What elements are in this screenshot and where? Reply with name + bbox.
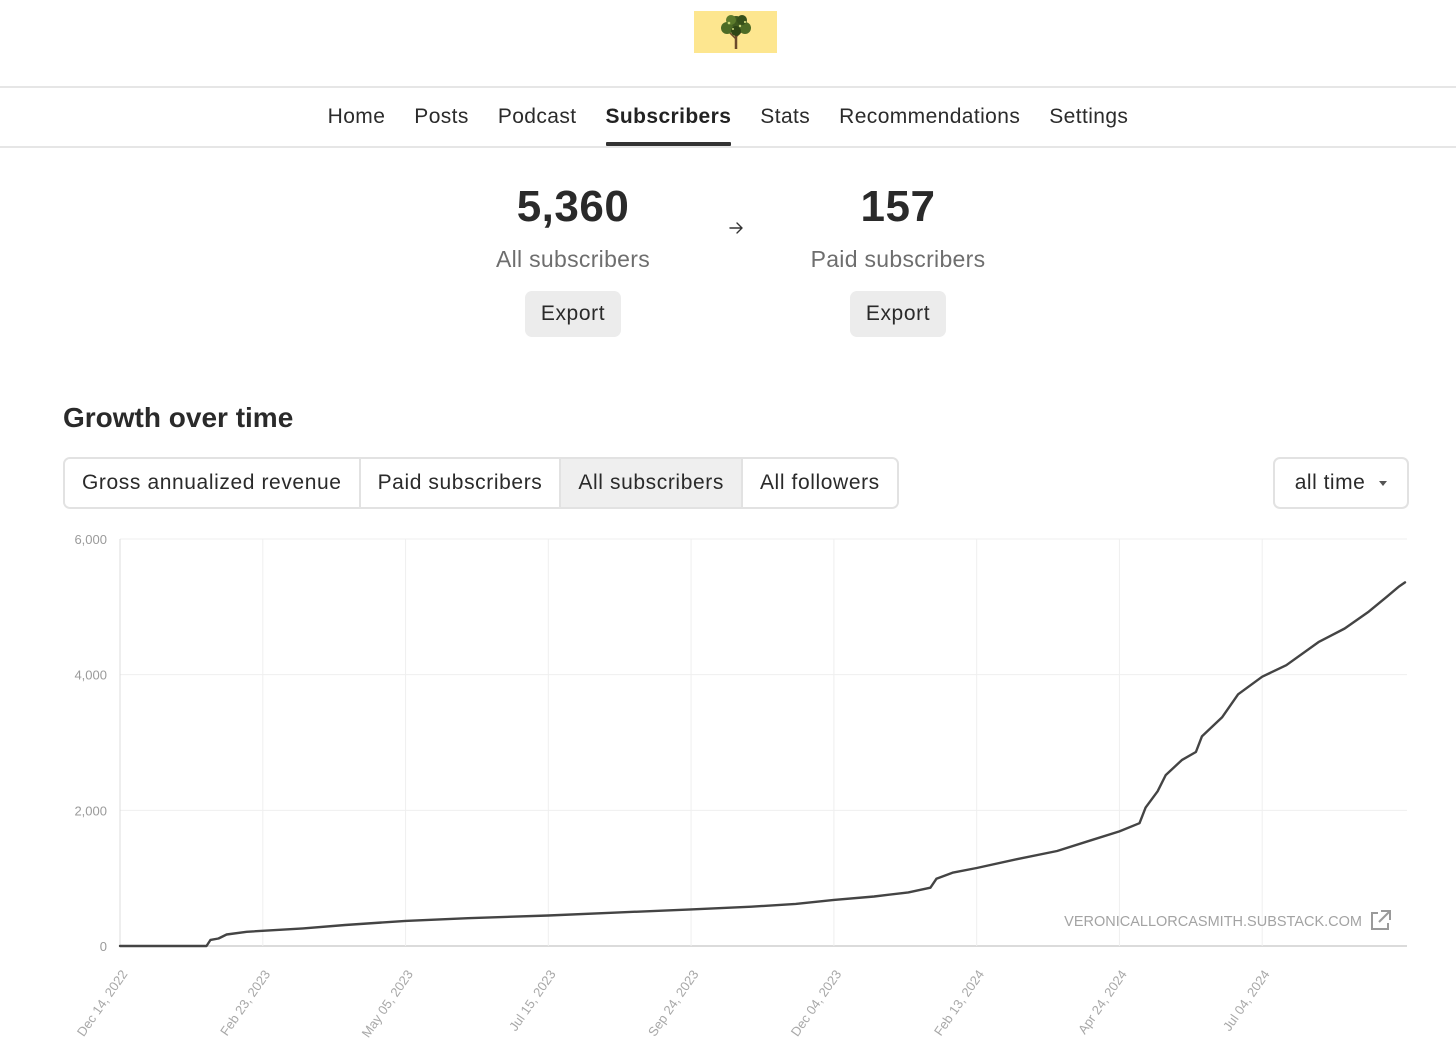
paid-subscribers-summary: 157 Paid subscribers Export: [738, 180, 1058, 337]
nav-podcast[interactable]: Podcast: [497, 105, 577, 128]
x-tick-label: Jul 04, 2024: [1220, 967, 1273, 1034]
tab-paid-subscribers[interactable]: Paid subscribers: [360, 459, 562, 507]
y-tick-label: 2,000: [74, 803, 107, 818]
time-range-dropdown[interactable]: all time: [1273, 457, 1409, 509]
y-tick-label: 6,000: [74, 532, 107, 547]
export-all-subscribers-button[interactable]: Export: [524, 291, 622, 337]
nav-stats[interactable]: Stats: [760, 105, 811, 128]
tab-gross-annualized-revenue[interactable]: Gross annualized revenue: [65, 459, 361, 507]
nav-recommendations[interactable]: Recommendations: [839, 105, 1021, 128]
main-nav: Home Posts Podcast Subscribers Stats Rec…: [0, 86, 1456, 148]
x-tick-label: Feb 23, 2023: [217, 967, 273, 1038]
nav-settings[interactable]: Settings: [1049, 105, 1129, 128]
y-tick-label: 4,000: [74, 668, 107, 683]
x-tick-label: Dec 04, 2023: [788, 967, 845, 1039]
x-tick-label: Jul 15, 2023: [506, 967, 559, 1034]
publication-logo[interactable]: [694, 11, 777, 53]
all-subscribers-count: 5,360: [516, 182, 630, 231]
x-tick-label: Sep 24, 2023: [645, 967, 702, 1039]
growth-chart: 0 2,000 4,000 6,000 Dec 14, 2022 Feb 23, 2023…: [74, 532, 1407, 1040]
caret-down-icon: [1379, 480, 1388, 486]
x-tick-label: Apr 24, 2024: [1075, 967, 1130, 1037]
external-link-icon[interactable]: [1371, 910, 1391, 930]
tree-icon: [720, 15, 751, 49]
paid-subscribers-count: 157: [860, 182, 936, 231]
all-subscribers-label: All subscribers: [495, 246, 651, 272]
x-tick-label: Dec 14, 2022: [74, 967, 131, 1039]
nav-home[interactable]: Home: [327, 105, 386, 128]
all-subscribers-summary: 5,360 All subscribers Export: [413, 180, 733, 337]
x-tick-label: Feb 13, 2024: [931, 967, 987, 1038]
growth-section-title: Growth over time: [63, 402, 294, 433]
paid-subscribers-label: Paid subscribers: [810, 246, 986, 272]
time-range-value: all time: [1294, 471, 1366, 494]
nav-posts[interactable]: Posts: [414, 105, 469, 128]
export-paid-subscribers-button[interactable]: Export: [849, 291, 947, 337]
tab-all-followers[interactable]: All followers: [742, 459, 897, 507]
metric-tabs: Gross annualized revenue Paid subscriber…: [63, 457, 899, 509]
series-line: [118, 581, 1407, 948]
x-tick-label: May 05, 2023: [359, 967, 416, 1040]
tab-all-subscribers[interactable]: All subscribers: [561, 459, 743, 507]
y-tick-label: 0: [100, 939, 107, 954]
chart-watermark: VERONICALLORCASMITH.SUBSTACK.COM: [1064, 914, 1362, 930]
nav-subscribers[interactable]: Subscribers: [591, 88, 746, 146]
arrow-right-icon: [729, 222, 743, 234]
